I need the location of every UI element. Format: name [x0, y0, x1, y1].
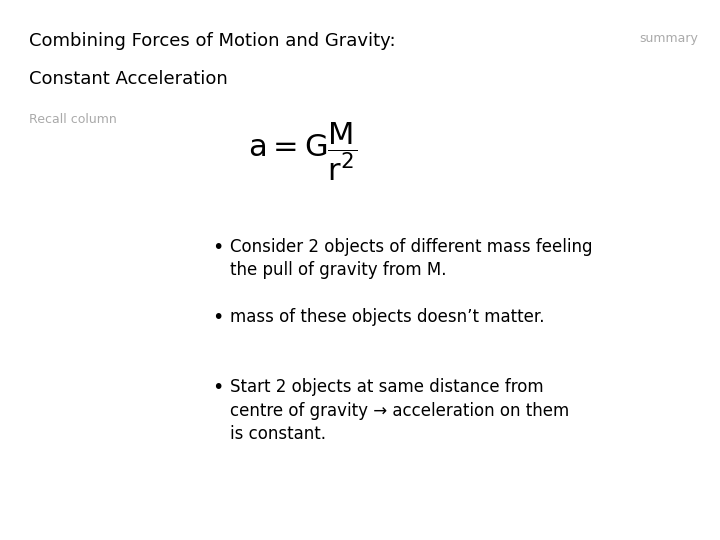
Text: •: • [212, 238, 224, 256]
Text: •: • [212, 378, 224, 397]
Text: mass of these objects doesn’t matter.: mass of these objects doesn’t matter. [230, 308, 545, 326]
Text: Start 2 objects at same distance from
centre of gravity → acceleration on them
i: Start 2 objects at same distance from ce… [230, 378, 570, 443]
Text: Consider 2 objects of different mass feeling
the pull of gravity from M.: Consider 2 objects of different mass fee… [230, 238, 593, 279]
Text: $\mathrm{a = G\dfrac{M}{r^2}}$: $\mathrm{a = G\dfrac{M}{r^2}}$ [248, 120, 357, 183]
Text: Recall column: Recall column [29, 113, 117, 126]
Text: summary: summary [639, 32, 698, 45]
Text: Combining Forces of Motion and Gravity:: Combining Forces of Motion and Gravity: [29, 32, 395, 50]
Text: •: • [212, 308, 224, 327]
Text: Constant Acceleration: Constant Acceleration [29, 70, 228, 88]
